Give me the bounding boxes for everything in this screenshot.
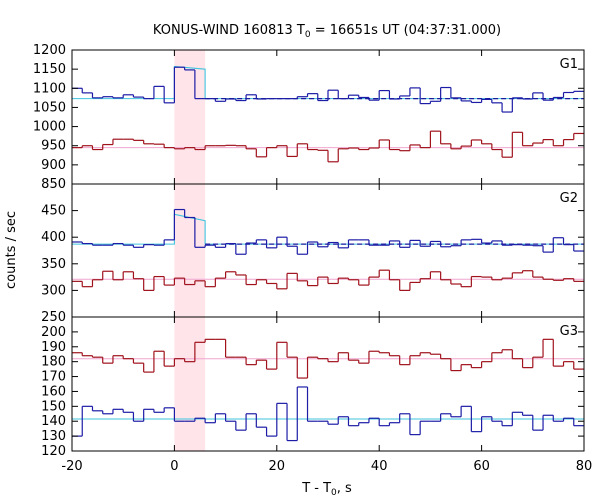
- y-tick-label: 1100: [33, 81, 66, 96]
- panel-frame: [71, 183, 585, 318]
- y-tick-label: 450: [41, 204, 66, 219]
- y-tick-label: 200: [41, 325, 66, 340]
- series-red: [72, 130, 584, 163]
- y-tick-label: 140: [41, 414, 66, 429]
- x-tick-label: 60: [473, 459, 490, 474]
- x-tick-label: 80: [576, 459, 593, 474]
- y-tick-label: 120: [41, 444, 66, 459]
- y-tick-label: 1050: [33, 100, 66, 115]
- y-tick-label: 850: [41, 177, 66, 192]
- panel-frame: [71, 316, 585, 452]
- series-blue: [72, 66, 584, 113]
- y-tick-label: 160: [41, 384, 66, 399]
- y-tick-label: 190: [41, 340, 66, 355]
- x-tick-label: -20: [61, 459, 82, 474]
- panel-frame: [71, 49, 585, 185]
- x-tick-label: 20: [269, 459, 286, 474]
- panel-g1: 850 900 950 1000 1050 1100 1150 1200 G1: [33, 43, 585, 192]
- y-axis-label: counts / sec: [4, 211, 19, 289]
- panel-g2: 250 300 350 400 450 G2: [41, 183, 585, 325]
- plot-area: 85090095010001050110011501200G1250300350…: [33, 43, 592, 474]
- y-tick-label: 400: [41, 230, 66, 245]
- y-tick-label: 1200: [33, 43, 66, 58]
- x-tick-label: 0: [170, 459, 178, 474]
- y-tick-label: 150: [41, 399, 66, 414]
- y-tick-label: 180: [41, 355, 66, 370]
- y-tick-label: 170: [41, 370, 66, 385]
- series-blue: [72, 208, 584, 255]
- y-tick-label: 950: [41, 139, 66, 154]
- y-tick-label: 130: [41, 429, 66, 444]
- x-tick-label: 40: [371, 459, 388, 474]
- panel-label: G3: [560, 324, 578, 339]
- panel-label: G1: [560, 57, 578, 72]
- model-fit-line: [72, 213, 584, 245]
- series-blue: [72, 386, 584, 442]
- y-tick-label: 900: [41, 158, 66, 173]
- series-red: [72, 269, 584, 291]
- panel-label: G2: [560, 191, 578, 206]
- y-tick-label: 350: [41, 257, 66, 272]
- y-tick-label: 1150: [33, 62, 66, 77]
- chart-title: KONUS-WIND 160813 T0 = 16651s UT (04:37:…: [153, 23, 501, 40]
- series-red: [72, 338, 584, 379]
- x-axis-label: T - T0, s: [301, 481, 352, 498]
- y-tick-label: 300: [41, 283, 66, 298]
- y-tick-label: 250: [41, 310, 66, 325]
- y-tick-label: 1000: [33, 120, 66, 135]
- pulse-highlight-band: [174, 50, 206, 451]
